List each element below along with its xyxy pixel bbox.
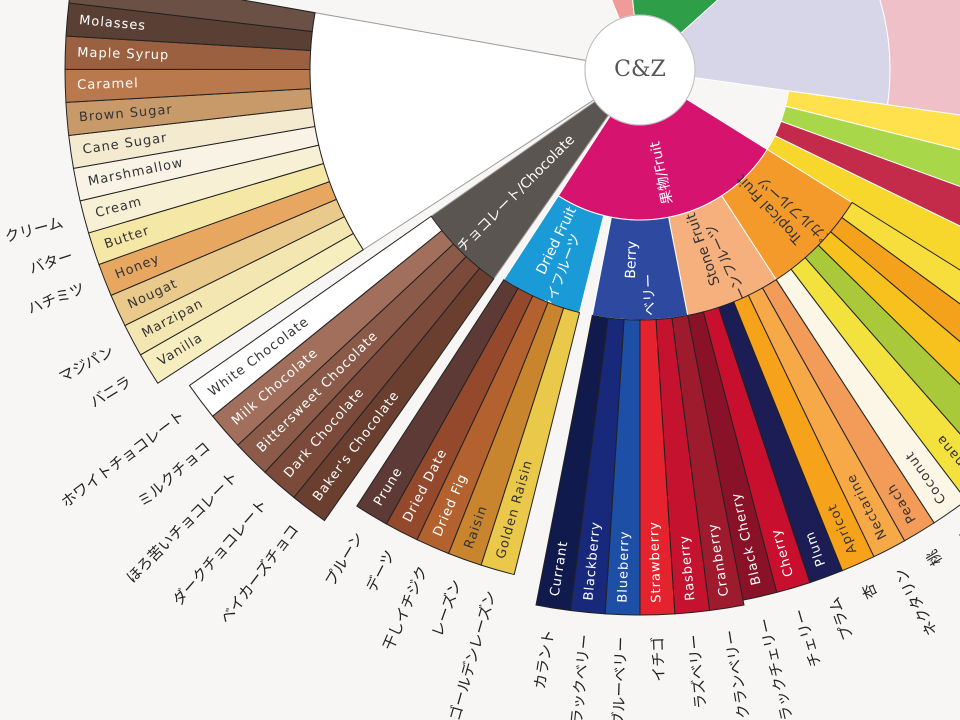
leaf-label-ja: ココナッツ [955,525,960,597]
leaf-label-ja: クリーム [3,213,65,246]
leaf-label-ja: マジパン [56,342,117,386]
leaf-segment [356,278,519,525]
leaf-label: Caramel [77,76,139,93]
leaf-segment [68,0,316,33]
leaf-label: Strawberry [647,521,665,603]
leaf-label-ja: レーズン [428,577,465,639]
segment [611,0,635,20]
leaf-label-ja: ブルーベリー [609,636,630,720]
leaf-label-ja: チェリー [791,606,825,669]
leaf-label-ja: プルーン [321,529,367,589]
leaf-label-ja: デーツ [362,547,398,595]
leaf-label-ja: ハチミツ [25,279,87,318]
center-circle [584,14,696,126]
leaf-label: Blueberry [615,530,632,603]
leaf-label-ja: 桃 [923,546,946,568]
leaf-label-ja: ホワイトチョコレート [58,407,189,512]
leaf-label-ja: クランベリー [721,628,753,720]
leaf-label: Molasses [79,13,147,34]
leaf-label-ja: 杏 [858,581,881,602]
subcategory-label-en: Berry [623,241,641,279]
center-logo: C&Z [614,57,666,82]
leaf-label-ja: カラント [531,628,558,690]
leaf-label-ja: ブラックベリー [566,633,594,720]
leaf-label: Rasberry [677,534,698,601]
segment [879,0,960,116]
leaf-label-ja: イチゴ [649,636,668,682]
leaf-segment [188,215,443,417]
leaf-segment [535,314,609,612]
leaf-label-ja: バニラ [87,372,135,411]
segment [680,0,891,106]
subcategory-label-ja: ベリー [641,273,659,316]
leaf-label-ja: ネクタリン [891,565,941,639]
leaf-label-ja: ほろ苦いチョコレート [123,468,242,587]
leaf-label-ja: プラム [825,595,857,643]
leaf-label-ja: ブラックチェリー [756,616,800,720]
leaf-label: Maple Syrup [77,45,169,63]
leaf-label-ja: バター [27,247,75,278]
leaf-label-ja: ラズベリー [685,634,710,710]
